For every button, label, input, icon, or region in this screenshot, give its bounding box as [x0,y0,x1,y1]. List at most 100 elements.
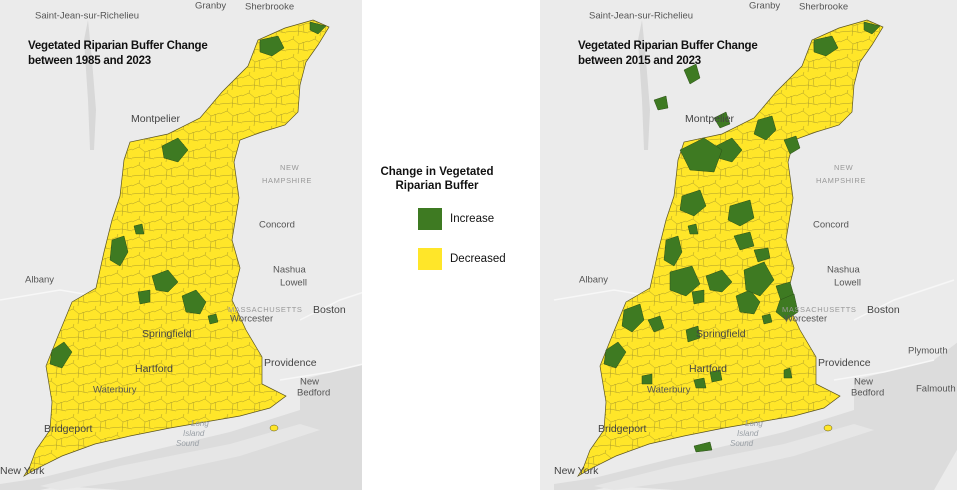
legend-swatch [418,208,442,230]
increase-area [133,223,145,235]
legend: Change in Vegetated Riparian Buffer Incr… [380,166,506,270]
place-label: NEW [280,163,300,172]
map-panel: Saint-Jean-sur-Richelieu Granby Sherbrooke… [0,0,362,490]
increase-area [653,95,669,111]
increase-area [641,373,653,385]
island [269,424,279,432]
place-label: Island [737,429,759,438]
lake-champlain [84,20,96,150]
increase-area [775,293,799,321]
increase-area [679,137,723,173]
roads [0,89,362,381]
place-label: New York [0,465,45,477]
place-label: Nashua [273,265,306,276]
place-label: Boston [867,304,900,316]
increase-area [161,137,189,163]
place-label: NEW [834,163,854,172]
place-label: Waterbury [93,385,137,396]
place-label: Granby [195,1,226,12]
place-label: Bedford [851,388,884,399]
increase-area [309,21,327,35]
map-title: Vegetated Riparian Buffer Change [578,40,758,52]
place-label: Boston [313,304,346,316]
increase-area [709,369,723,383]
increase-area [683,63,701,85]
place-label: MASSACHUSETTS [228,305,302,314]
increase-area [693,377,707,389]
long-island [594,424,874,490]
increase-area [151,269,179,293]
increase-area [733,231,755,251]
increase-area [109,235,129,267]
place-label: Plymouth [908,346,948,357]
place-label: Lowell [280,278,307,289]
place-label: Hartford [689,363,727,375]
increase-area [783,367,793,379]
place-label: Bridgeport [598,423,647,435]
ocean [0,364,362,490]
place-label: Concord [259,220,295,231]
increase-area [647,315,665,333]
increase-area [621,303,645,333]
subwatershed-lines [24,20,329,476]
increase-area [713,111,731,129]
place-label: Island [183,429,205,438]
legend-swatch [418,248,442,270]
increase-area [743,261,775,297]
increase-area [753,115,777,141]
increase-area [863,21,881,35]
map-title: Vegetated Riparian Buffer Change [28,40,208,52]
increase-area [603,341,627,369]
place-label: Sherbrooke [799,2,848,13]
place-label: Albany [25,275,54,286]
basemap [0,19,362,490]
place-label: Long [191,419,209,428]
lake-champlain [638,20,650,150]
place-label: Albany [579,275,608,286]
legend-title: Change in Vegetated [380,166,493,178]
place-label: Lowell [834,278,861,289]
place-label: Granby [749,1,780,12]
place-label: New [300,377,319,388]
basemap [553,19,957,490]
increase-area [753,247,771,263]
place-label: Concord [813,220,849,231]
roads [553,89,955,381]
increase-area [669,265,701,297]
place-label: Sound [730,439,754,448]
increase-area [259,35,285,57]
place-label: New [854,377,873,388]
increase-area [207,313,219,325]
place-label: MASSACHUSETTS [782,305,856,314]
place-label: Bedford [297,388,330,399]
place-label: Sherbrooke [245,2,294,13]
increase-area [685,325,701,343]
island [823,424,833,432]
legend-label: Increase [450,213,494,225]
increase-area [783,135,801,155]
place-label: Saint-Jean-sur-Richelieu [589,11,693,22]
map-title: between 1985 and 2023 [28,55,151,67]
legend-title: Riparian Buffer [395,180,479,192]
place-label: Waterbury [647,385,691,396]
place-label: Worcester [784,314,827,325]
map-title: between 2015 and 2023 [578,55,701,67]
place-label: Providence [818,357,871,369]
place-label: Long [745,419,763,428]
increase-area [691,289,705,305]
place-label: Falmouth [916,384,956,395]
place-label: Saint-Jean-sur-Richelieu [35,11,139,22]
place-label: HAMPSHIRE [816,176,866,185]
place-label: Springfield [696,328,746,340]
place-label: Montpelier [685,113,735,125]
place-label: Nashua [827,265,860,276]
increase-area [705,269,733,293]
increase-area [761,313,773,325]
place-label: Worcester [230,314,273,325]
increase-area [687,223,699,235]
increase-area [137,289,151,305]
increase-area [735,289,761,315]
